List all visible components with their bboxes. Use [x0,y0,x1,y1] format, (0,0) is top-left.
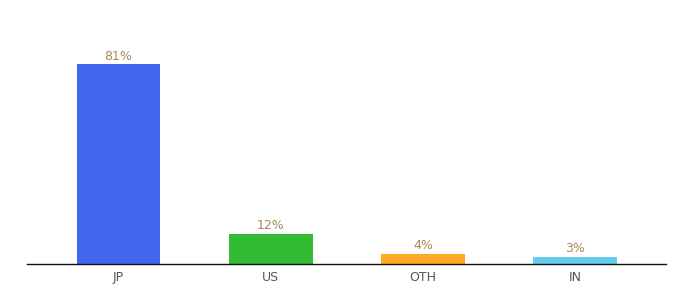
Bar [381,254,464,264]
Text: 3%: 3% [565,242,585,255]
Bar [533,256,617,264]
Bar [77,64,160,264]
Text: 81%: 81% [105,50,133,62]
Text: 4%: 4% [413,239,433,252]
Text: 12%: 12% [257,220,284,232]
Bar [229,234,313,264]
